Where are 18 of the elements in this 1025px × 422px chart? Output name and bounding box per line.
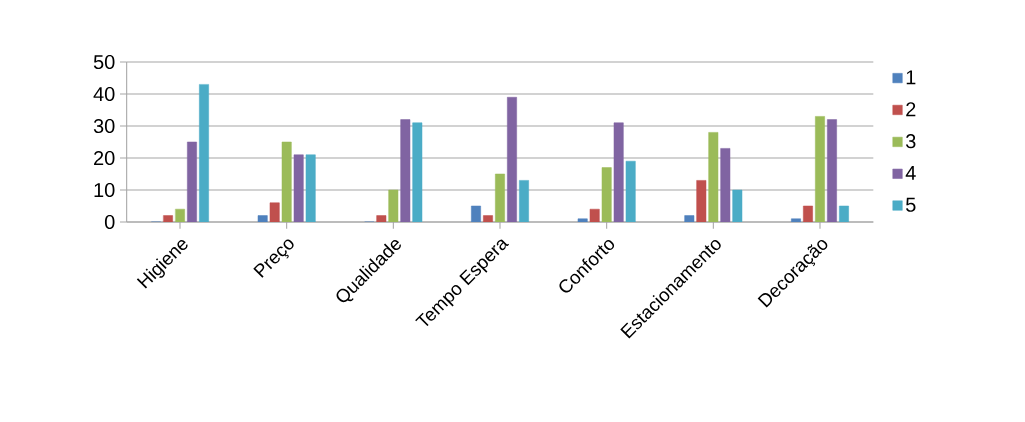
bar xyxy=(613,122,624,222)
y-tick-label: 10 xyxy=(94,182,115,198)
legend-label: 4 xyxy=(905,166,916,180)
bar xyxy=(827,119,837,222)
y-tick-label: 40 xyxy=(93,86,115,102)
legend-label: 5 xyxy=(906,197,916,212)
y-tick-label: 20 xyxy=(94,150,115,166)
bar xyxy=(400,119,411,222)
legend-label: 2 xyxy=(906,102,916,117)
y-tick-label: 50 xyxy=(93,54,115,70)
y-tick-label: 30 xyxy=(93,118,115,134)
bar xyxy=(187,141,197,222)
bar xyxy=(507,96,517,222)
legend-label: 3 xyxy=(905,134,916,149)
bar xyxy=(720,148,731,222)
bar xyxy=(293,154,304,222)
legend-label: 1 xyxy=(906,70,916,85)
y-tick-label: 0 xyxy=(104,214,115,230)
